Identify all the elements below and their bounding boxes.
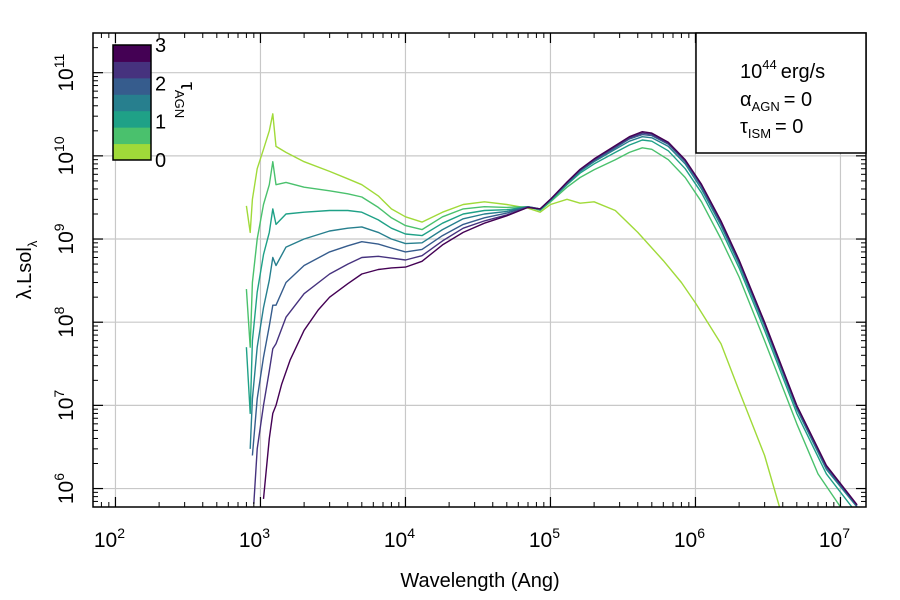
x-tick-label: 107 <box>819 525 850 552</box>
y-tick-label: 109 <box>51 223 78 254</box>
colorbar-tick-label: 0 <box>155 150 166 172</box>
tau-ism-annotation: τISM = 0 <box>740 116 803 141</box>
y-tick-label: 1010 <box>51 136 78 175</box>
colorbar-tick-label: 1 <box>155 112 166 134</box>
annotation-box: 1044 erg/s αAGN = 0 τISM = 0 <box>695 32 867 154</box>
series-line-tau-0 <box>245 113 781 507</box>
y-tick-label: 107 <box>51 390 78 421</box>
colorbar-tick-label: 3 <box>155 35 166 57</box>
grid <box>93 33 866 507</box>
annotation-frame <box>695 32 867 154</box>
colorbar-tick-label: 2 <box>155 73 166 95</box>
colorbar-frame <box>112 44 152 161</box>
y-tick-label: 106 <box>51 473 78 504</box>
colorbar-strip <box>113 94 151 112</box>
x-tick-label: 105 <box>529 525 560 552</box>
x-tick-label: 102 <box>94 525 125 552</box>
colorbar-strip <box>113 45 151 62</box>
x-tick-label: 106 <box>674 525 705 552</box>
y-tick-label: 108 <box>51 306 78 337</box>
plot-frame <box>92 32 867 508</box>
colorbar-strip <box>113 127 151 145</box>
y-tick-label: 1011 <box>51 54 78 92</box>
series-layer <box>245 113 858 507</box>
luminosity-annotation: 1044 erg/s <box>740 57 825 83</box>
colorbar-strips <box>113 45 151 161</box>
colorbar: 0 1 2 3 τAGN <box>112 35 198 172</box>
colorbar-ticks: 0 1 2 3 <box>155 35 166 172</box>
y-axis-title: λ.Lsolλ <box>14 240 40 299</box>
series-line-tau-3 <box>262 131 858 506</box>
series-line-tau-0.5 <box>245 147 842 507</box>
colorbar-strip <box>113 61 151 79</box>
colorbar-strip <box>113 143 151 161</box>
x-tick-label: 104 <box>384 525 415 552</box>
series-line-tau-1.5 <box>249 136 858 507</box>
colorbar-strip <box>113 110 151 128</box>
series-line-tau-1 <box>245 139 853 507</box>
colorbar-strip <box>113 77 151 95</box>
colorbar-label: τAGN <box>172 82 198 118</box>
x-axis-title: Wavelength (Ang) <box>400 570 559 592</box>
x-tick-label: 103 <box>239 525 270 552</box>
alpha-annotation: αAGN = 0 <box>740 89 812 114</box>
